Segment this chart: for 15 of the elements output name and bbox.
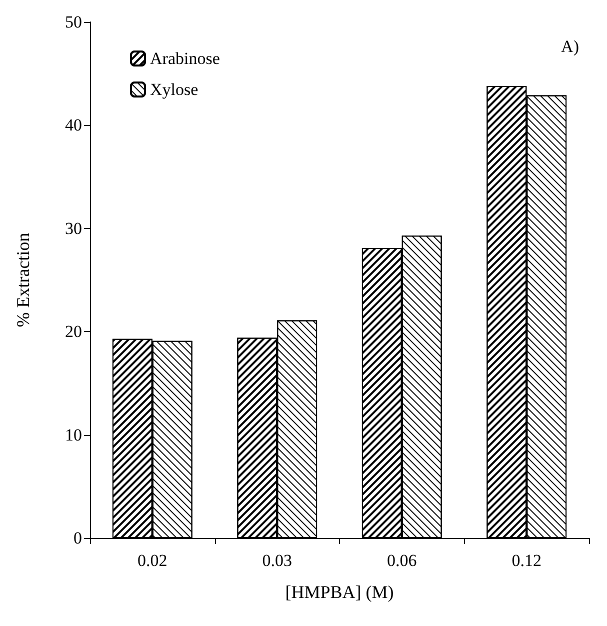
x-tick-label: 0.02 [138,551,168,570]
legend-label: Arabinose [150,49,220,68]
x-tick-label: 0.03 [262,551,292,570]
y-axis-title: % Extraction [13,232,33,328]
y-tick-label: 20 [65,322,82,342]
x-axis-title: [HMPBA] (M) [285,582,394,602]
y-tick-label: 30 [65,218,82,238]
y-tick-label: 10 [65,425,82,444]
annotation: A) [561,37,580,56]
y-tick-label: 0 [74,528,82,548]
x-tick-label: 0.06 [387,551,417,570]
legend-label: Xylose [150,80,198,99]
x-tick-label: 0.12 [512,551,542,570]
y-tick-label: 40 [65,116,82,135]
y-tick-label: 50 [65,12,82,32]
